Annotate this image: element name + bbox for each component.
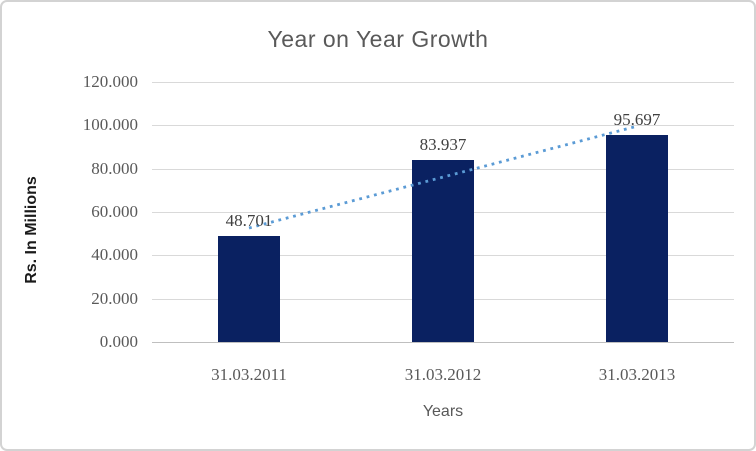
bar-31.03.2012 xyxy=(412,160,474,342)
bar-31.03.2011 xyxy=(218,236,280,342)
data-label: 95.697 xyxy=(613,110,661,129)
y-tick-label: 80.000 xyxy=(91,159,138,178)
chart-title: Year on Year Growth xyxy=(267,26,489,52)
y-tick-label: 100.000 xyxy=(82,115,138,134)
x-axis-line xyxy=(152,342,734,343)
y-tick-label: 60.000 xyxy=(91,202,138,221)
y-tick-label: 120.000 xyxy=(82,72,138,91)
gridline xyxy=(152,82,734,83)
x-tick-label: 31.03.2011 xyxy=(211,365,287,384)
bar-31.03.2013 xyxy=(606,135,668,342)
gridline xyxy=(152,125,734,126)
y-axis-title: Rs. In Millions xyxy=(23,176,40,284)
data-label: 83.937 xyxy=(419,135,467,154)
x-tick-label: 31.03.2012 xyxy=(404,365,482,384)
x-axis-title: Years xyxy=(422,403,464,420)
y-tick-label: 40.000 xyxy=(91,245,138,264)
y-tick-label: 0.000 xyxy=(99,332,138,351)
x-tick-label: 31.03.2013 xyxy=(598,365,676,384)
y-tick-label: 20.000 xyxy=(91,289,138,308)
data-label: 48.701 xyxy=(225,211,273,230)
